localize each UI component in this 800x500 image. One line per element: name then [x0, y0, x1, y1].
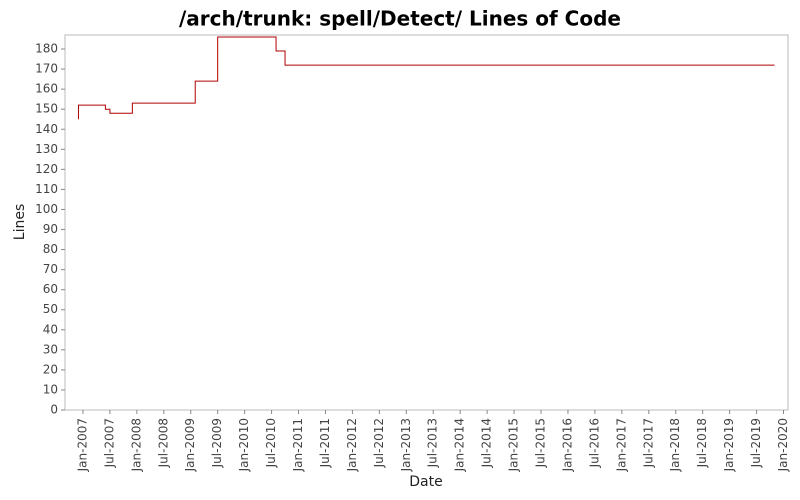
x-tick-label: Jan-2020 — [776, 418, 790, 472]
y-tick-label: 50 — [43, 302, 58, 316]
x-tick-label: Jan-2012 — [345, 418, 359, 472]
x-tick-label: Jan-2019 — [722, 418, 736, 472]
x-tick-label: Jul-2012 — [372, 418, 386, 468]
y-tick-label: 160 — [35, 82, 58, 96]
y-tick-label: 30 — [43, 342, 58, 356]
x-tick-label: Jan-2016 — [560, 418, 574, 472]
x-tick-label: Jul-2015 — [534, 418, 548, 468]
y-tick-label: 180 — [35, 42, 58, 56]
x-tick-label: Jan-2013 — [399, 418, 413, 472]
y-tick-label: 150 — [35, 102, 58, 116]
y-tick-label: 170 — [35, 62, 58, 76]
plot-area — [64, 34, 789, 411]
x-tick-label: Jul-2019 — [749, 418, 763, 468]
x-tick-label: Jan-2011 — [291, 418, 305, 472]
x-tick-label: Jan-2014 — [453, 418, 467, 472]
y-tick-label: 100 — [35, 202, 58, 216]
x-axis-title: Date — [409, 474, 442, 490]
y-tick-label: 20 — [43, 362, 58, 376]
x-tick-label: Jul-2009 — [210, 418, 224, 468]
x-tick-label: Jul-2010 — [264, 418, 278, 468]
y-tick-label: 60 — [43, 282, 58, 296]
x-tick-label: Jan-2009 — [183, 418, 197, 472]
y-tick-label: 120 — [35, 162, 58, 176]
x-tick-label: Jan-2007 — [75, 418, 89, 472]
x-tick-label: Jul-2014 — [480, 418, 494, 468]
y-tick-label: 140 — [35, 122, 58, 136]
y-tick-label: 80 — [43, 242, 58, 256]
x-tick-label: Jul-2017 — [641, 418, 655, 468]
x-tick-label: Jul-2016 — [587, 418, 601, 468]
x-tick-label: Jul-2018 — [695, 418, 709, 468]
x-tick-label: Jul-2007 — [102, 418, 116, 468]
step-line — [77, 36, 775, 120]
x-tick-label: Jan-2015 — [507, 418, 521, 472]
y-axis-title: Lines — [12, 204, 28, 240]
x-tick-label: Jul-2013 — [426, 418, 440, 468]
y-tick-label: 90 — [43, 222, 58, 236]
x-tick-label: Jul-2011 — [318, 418, 332, 468]
y-tick-label: 40 — [43, 322, 58, 336]
y-tick-label: 0 — [50, 403, 58, 417]
x-tick-label: Jul-2008 — [156, 418, 170, 468]
y-tick-label: 110 — [35, 182, 58, 196]
x-tick-label: Jan-2017 — [614, 418, 628, 472]
chart-title: /arch/trunk: spell/Detect/ Lines of Code — [179, 7, 621, 31]
x-tick-label: Jan-2018 — [668, 418, 682, 472]
x-tick-label: Jan-2008 — [129, 418, 143, 472]
y-tick-label: 10 — [43, 382, 58, 396]
y-tick-label: 70 — [43, 262, 58, 276]
y-tick-label: 130 — [35, 142, 58, 156]
x-tick-label: Jan-2010 — [237, 418, 251, 472]
